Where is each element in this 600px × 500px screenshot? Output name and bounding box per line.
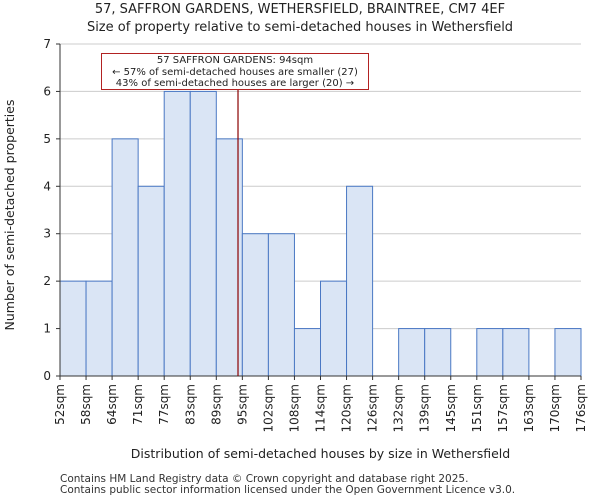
- x-tick-label: 139sqm: [418, 384, 432, 432]
- x-tick-label: 120sqm: [340, 384, 354, 432]
- histogram-bar: [398, 328, 426, 377]
- x-tick-label: 176sqm: [574, 384, 588, 432]
- histogram-bar: [424, 328, 452, 377]
- x-tick-label: 64sqm: [105, 384, 119, 425]
- x-tick-label: 52sqm: [53, 384, 67, 425]
- chart-subtitle: Size of property relative to semi-detach…: [86, 20, 514, 35]
- chart-title: 57, SAFFRON GARDENS, WETHERSFIELD, BRAIN…: [94, 2, 506, 17]
- x-tick-label: 157sqm: [496, 384, 510, 432]
- histogram-bar: [59, 280, 87, 377]
- x-tick-label: 83sqm: [183, 384, 197, 425]
- annotation-line-3: 43% of semi-detached houses are larger (…: [115, 78, 355, 89]
- x-tick-label: 163sqm: [522, 384, 536, 432]
- x-tick-label: 170sqm: [548, 384, 562, 432]
- histogram-bar: [111, 138, 139, 377]
- x-tick-label: 145sqm: [444, 384, 458, 432]
- y-tick-label: 2: [43, 274, 51, 288]
- annotation-line-1: 57 SAFFRON GARDENS: 94sqm: [156, 55, 314, 66]
- property-annotation-box: 57 SAFFRON GARDENS: 94sqm ← 57% of semi-…: [101, 53, 369, 90]
- y-tick-label: 7: [43, 37, 51, 51]
- x-tick-label: 89sqm: [209, 384, 223, 425]
- histogram-bar: [502, 328, 530, 377]
- histogram-bar: [267, 233, 295, 377]
- y-tick-label: 0: [43, 369, 51, 383]
- x-tick-label: 71sqm: [131, 384, 145, 425]
- x-tick-label: 126sqm: [366, 384, 380, 432]
- histogram-bar: [137, 185, 165, 377]
- histogram-bar: [163, 90, 191, 377]
- y-tick-label: 4: [43, 179, 51, 193]
- y-tick-label: 5: [43, 132, 51, 146]
- y-tick-label: 6: [43, 84, 51, 98]
- x-tick-label: 151sqm: [470, 384, 484, 432]
- annotation-line-2: ← 57% of semi-detached houses are smalle…: [112, 66, 358, 78]
- x-tick-label: 114sqm: [314, 384, 328, 432]
- histogram-bar: [189, 90, 217, 377]
- footer-copyright: Contains HM Land Registry data © Crown c…: [60, 473, 469, 485]
- histogram-bar: [241, 233, 269, 377]
- x-tick-label: 58sqm: [79, 384, 93, 425]
- histogram-bar: [320, 280, 348, 377]
- histogram-bar: [293, 328, 322, 377]
- histogram-bar: [85, 280, 113, 377]
- x-tick-label: 102sqm: [261, 384, 275, 432]
- x-tick-label: 95sqm: [235, 384, 249, 425]
- histogram-bar: [346, 185, 374, 377]
- x-tick-label: 132sqm: [392, 384, 406, 432]
- y-axis-title: Number of semi-detached properties: [2, 100, 17, 331]
- footer-licence: Contains public sector information licen…: [60, 484, 516, 496]
- x-axis-title: Distribution of semi-detached houses by …: [131, 446, 510, 461]
- x-tick-label: 108sqm: [287, 384, 301, 432]
- y-tick-label: 3: [43, 227, 51, 241]
- histogram-bar: [554, 328, 582, 377]
- y-tick-label: 1: [43, 322, 51, 336]
- histogram-bar: [476, 328, 504, 377]
- x-tick-label: 77sqm: [157, 384, 171, 425]
